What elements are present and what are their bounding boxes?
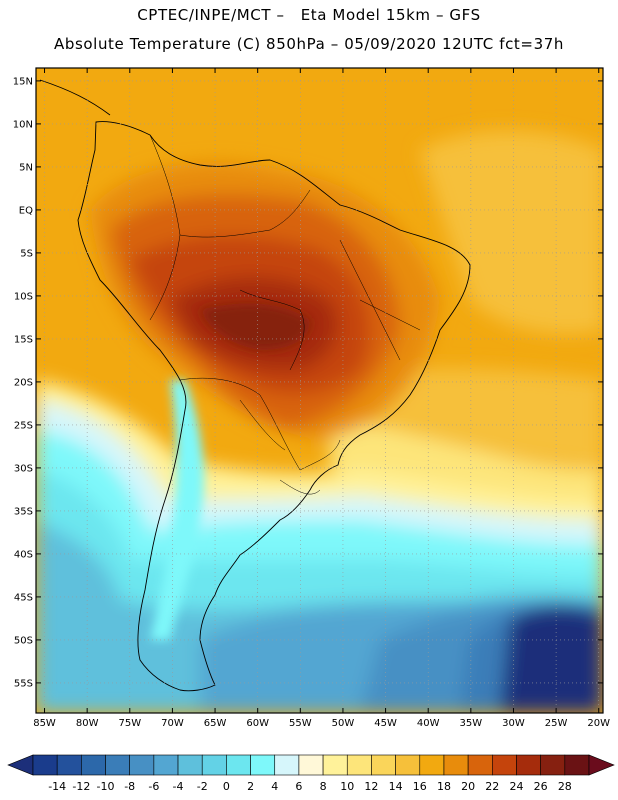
lat-tick-label: 50S: [14, 635, 33, 646]
colorbar-swatch: [322, 754, 348, 776]
longitude-axis: 85W 80W 75W 70W 65W 60W 55W 50W 45W 40W 35W 30W 25W 2…: [33, 68, 610, 729]
colorbar-label: 12: [364, 780, 378, 793]
colorbar-label: 8: [320, 780, 327, 793]
colorbar-swatch: [346, 754, 372, 776]
country-borders: [149, 134, 421, 495]
lat-tick-label: 20S: [14, 377, 33, 388]
temperature-field: [36, 68, 603, 713]
coastlines: [39, 79, 471, 692]
colorbar-label: 4: [271, 780, 278, 793]
colorbar-swatch: [492, 754, 517, 776]
colorbar-swatch: [129, 754, 155, 776]
colorbar-label: 2: [247, 780, 254, 793]
lat-tick-label: 15S: [14, 334, 33, 345]
colorbar-label: 20: [461, 780, 475, 793]
colorbar-swatch: [81, 754, 106, 776]
lat-tick-label: 25S: [14, 420, 33, 431]
lat-tick-label: 15N: [13, 76, 33, 87]
colorbar-label: 18: [437, 780, 451, 793]
lon-tick-label: 85W: [33, 718, 56, 729]
lon-tick-label: 30W: [502, 718, 525, 729]
colorbar-swatch: [177, 754, 203, 776]
colorbar-label: -10: [97, 780, 115, 793]
colorbar-under-triangle: [7, 754, 34, 776]
colorbar-label: 24: [509, 780, 523, 793]
lon-tick-label: 70W: [161, 718, 184, 729]
grid-lines: [36, 68, 603, 713]
colorbar-swatch: [540, 754, 566, 776]
colorbar-swatch: [32, 754, 58, 776]
lon-tick-label: 45W: [374, 718, 397, 729]
colorbar-label: 10: [340, 780, 354, 793]
colorbar-swatch: [153, 754, 179, 776]
lon-tick-label: 65W: [204, 718, 227, 729]
lon-tick-label: 25W: [545, 718, 568, 729]
colorbar-swatch: [250, 754, 276, 776]
colorbar: -14 -12 -10 -8 -6 -4 -2 0 2 4 6 8 10 12 14 16 18 20 22 24 26…: [7, 754, 615, 793]
lat-tick-label: 10N: [13, 119, 33, 130]
lon-tick-label: 35W: [460, 718, 483, 729]
colorbar-swatch: [274, 754, 300, 776]
colorbar-swatch: [371, 754, 396, 776]
colorbar-label: -4: [173, 780, 184, 793]
colorbar-label: 0: [223, 780, 230, 793]
colorbar-swatch: [395, 754, 421, 776]
lat-tick-label: 35S: [14, 506, 33, 517]
colorbar-swatch: [201, 754, 227, 776]
lat-tick-label: 55S: [14, 678, 33, 689]
colorbar-swatch: [467, 754, 493, 776]
colorbar-swatch: [105, 754, 130, 776]
colorbar-label: 6: [295, 780, 302, 793]
lat-tick-label: 40S: [14, 549, 33, 560]
colorbar-label: 26: [534, 780, 548, 793]
field-title: Absolute Temperature (C) 850hPa – 05/09/…: [54, 35, 564, 53]
colorbar-label: 16: [413, 780, 427, 793]
colorbar-over-triangle: [588, 754, 615, 776]
colorbar-label: -6: [148, 780, 159, 793]
lon-tick-label: 80W: [76, 718, 99, 729]
colorbar-swatch: [226, 754, 251, 776]
colorbar-label: -2: [197, 780, 208, 793]
lon-tick-label: 60W: [246, 718, 269, 729]
colorbar-label: -8: [124, 780, 135, 793]
lat-tick-label: 5S: [20, 248, 33, 259]
lat-tick-label: 30S: [14, 463, 33, 474]
latitude-axis: 15N 10N 5N EQ 5S 10S 15S 20S 25S 30S 35S 40S 45S 50S 5…: [13, 76, 603, 689]
colorbar-swatch: [56, 754, 82, 776]
map-frame: [35, 67, 604, 714]
lon-tick-label: 50W: [332, 718, 355, 729]
lat-tick-label: 45S: [14, 592, 33, 603]
lat-tick-label: 5N: [19, 162, 33, 173]
colorbar-swatch: [443, 754, 469, 776]
colorbar-swatch: [564, 754, 590, 776]
colorbar-swatch: [298, 754, 324, 776]
lon-tick-label: 55W: [289, 718, 312, 729]
colorbar-swatch: [419, 754, 445, 776]
lat-tick-label: 10S: [14, 291, 33, 302]
colorbar-label: 14: [389, 780, 403, 793]
model-title: CPTEC/INPE/MCT – Eta Model 15km – GFS: [137, 6, 481, 24]
lon-tick-label: 40W: [417, 718, 440, 729]
colorbar-swatch: [516, 754, 541, 776]
lat-tick-label: EQ: [19, 205, 33, 216]
colorbar-label: -14: [48, 780, 66, 793]
colorbar-label: 22: [485, 780, 499, 793]
colorbar-label: -12: [72, 780, 90, 793]
lon-tick-label: 75W: [118, 718, 141, 729]
colorbar-label: 28: [558, 780, 572, 793]
lon-tick-label: 20W: [587, 718, 610, 729]
